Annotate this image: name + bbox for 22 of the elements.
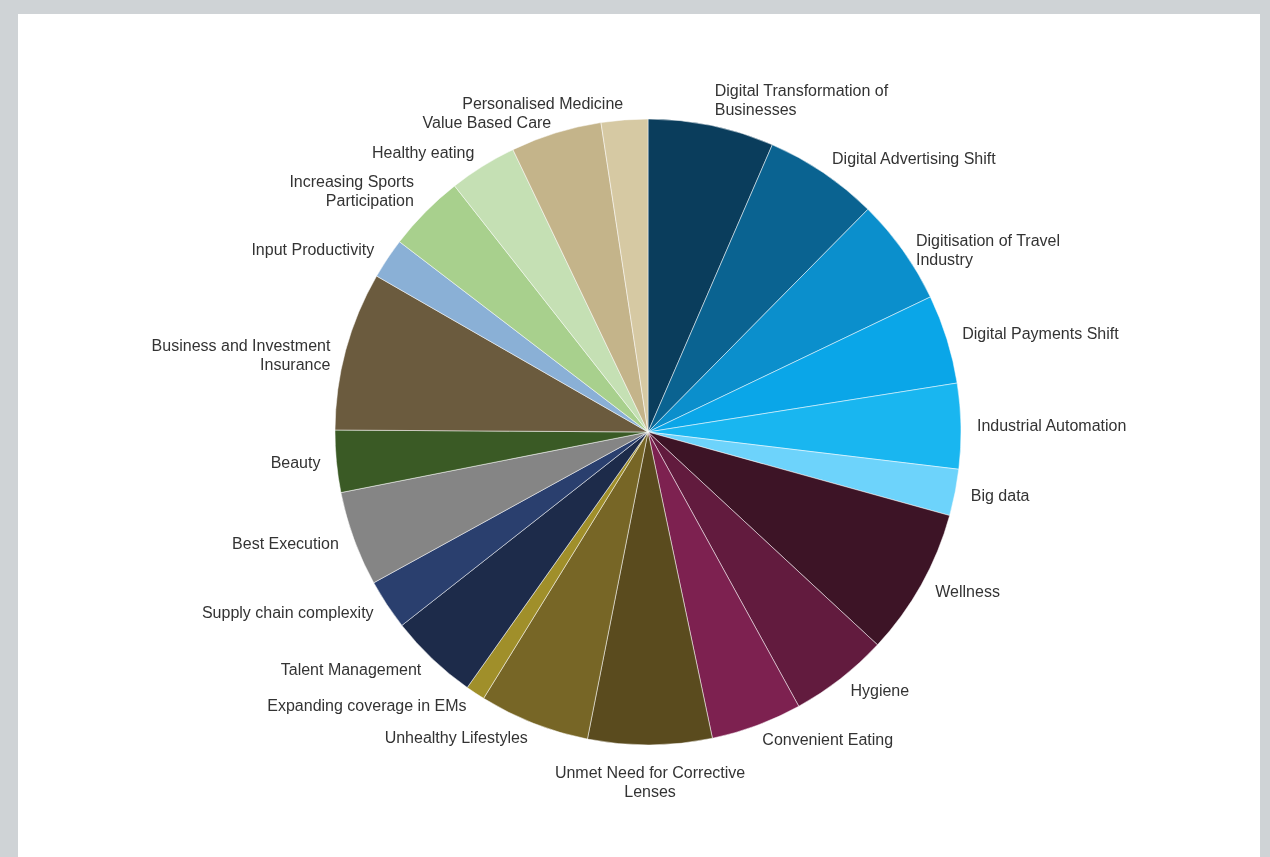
slice-label: Digitisation of Travel Industry: [915, 232, 1061, 269]
slice-label: Healthy eating: [372, 143, 475, 161]
slice-label: Unmet Need for Corrective Lenses: [554, 763, 746, 800]
slice-label: Convenient Eating: [762, 731, 894, 749]
slice-label: Digital Payments Shift: [962, 325, 1120, 343]
slice-label: Hygiene: [850, 682, 910, 700]
slice-label: Value Based Care: [422, 113, 552, 131]
slice-label: Industrial Automation: [976, 416, 1127, 434]
slice-label: Talent Management: [280, 661, 422, 679]
slice-label: Business and Investment Insurance: [151, 337, 331, 374]
slice-label: Input Productivity: [251, 240, 375, 258]
slice-label: Digital Transformation of Businesses: [714, 81, 889, 118]
slice-label: Beauty: [270, 453, 321, 471]
slice-label: Digital Advertising Shift: [832, 150, 997, 168]
slice-label: Unhealthy Lifestyles: [384, 729, 528, 747]
slice-label: Personalised Medicine: [462, 94, 624, 112]
slice-label: Expanding coverage in EMs: [267, 697, 467, 715]
slice-label: Supply chain complexity: [201, 604, 374, 622]
slice-label: Big data: [970, 486, 1030, 504]
slice-label: Best Execution: [232, 535, 339, 553]
slice-label: Wellness: [935, 583, 1000, 601]
slice-label: Increasing Sports Participation: [289, 172, 414, 209]
